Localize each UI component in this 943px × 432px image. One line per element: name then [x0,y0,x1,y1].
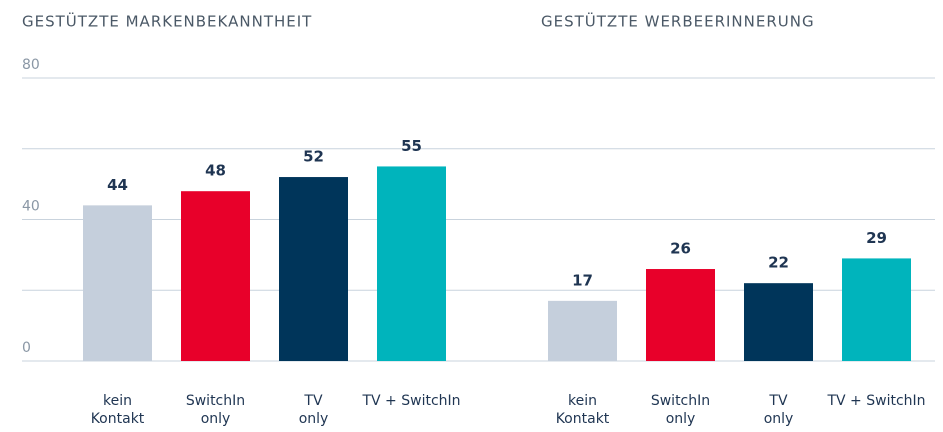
y-tick-label: 0 [22,340,31,356]
x-tick-label: TV only [298,393,329,427]
value-label: 22 [768,254,789,272]
bar [646,269,715,361]
value-label: 17 [572,271,593,289]
x-tick-label: SwitchIn only [185,393,246,427]
y-tick-label: 40 [22,199,40,215]
chart-title: GESTÜTZTE WERBEERINNERUNG [541,12,815,31]
value-label: 44 [107,176,128,194]
x-tick-label: kein Kontakt [555,393,610,427]
bar [83,205,152,361]
x-tick-label: TV only [763,393,794,427]
value-label: 29 [866,229,887,247]
value-label: 48 [205,162,226,180]
bar [279,177,348,361]
x-tick-label: TV + SwitchIn [362,393,461,409]
value-label: 55 [401,137,422,155]
value-label: 52 [303,148,324,166]
bar [842,258,911,361]
chart-title: GESTÜTZTE MARKENBEKANNTHEIT [22,12,312,31]
y-tick-label: 80 [22,57,40,73]
bar [548,300,617,361]
bar [181,191,250,361]
bar [744,283,813,361]
x-tick-label: SwitchIn only [650,393,711,427]
x-tick-label: kein Kontakt [90,393,145,427]
bar [377,166,446,361]
value-label: 26 [670,240,691,258]
x-tick-label: TV + SwitchIn [827,393,926,409]
